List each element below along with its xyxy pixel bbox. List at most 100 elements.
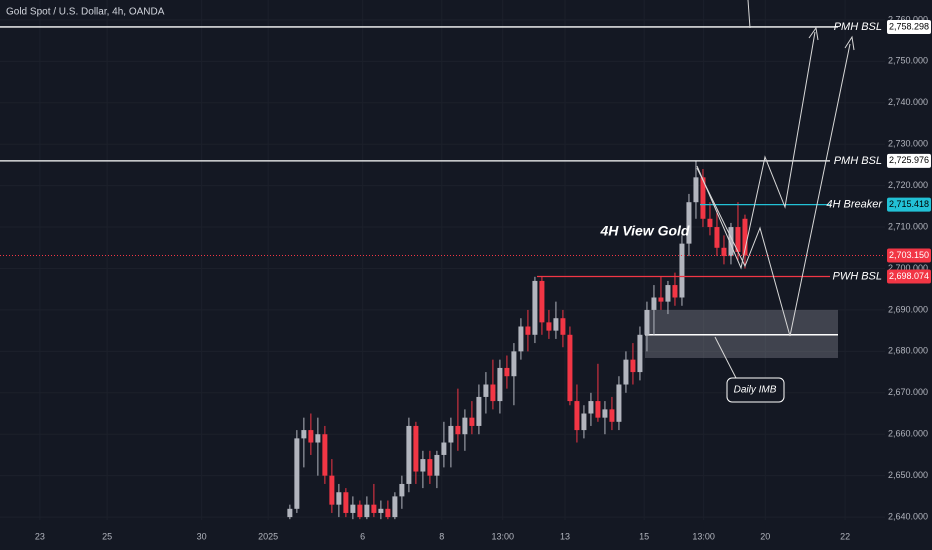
candle-body [476,396,482,426]
zone-label: Daily IMB [734,385,777,396]
candle-body [546,322,552,331]
time-axis [0,520,885,550]
candle-body [336,492,342,505]
candle-body [448,425,454,443]
projection-path [696,31,816,270]
x-tick-label: 2025 [258,531,278,541]
price-tag [887,269,931,284]
candle-body [623,359,629,385]
y-tick-label: 2,730.000 [888,139,928,149]
price-tag-label: 2,758.298 [889,21,929,31]
candle-body [574,401,580,431]
candle-body [672,285,678,298]
candle-body [658,297,664,302]
callout-pointer [714,336,737,379]
price-tag [887,197,931,212]
arrow-head [808,26,819,41]
candle-body [728,227,734,257]
candle-body [329,475,335,505]
candle-body [651,297,657,310]
projection-path [696,43,851,337]
candle-body [490,384,496,402]
candle-body [560,318,566,335]
x-tick-label: 30 [197,531,207,541]
candle-body [553,318,559,331]
candle-body [735,227,741,252]
candle-body [497,367,503,402]
candle-body [581,413,587,431]
vertical-drawing [747,0,751,29]
chart-title: Gold Spot / U.S. Dollar, 4h, OANDA [6,7,165,18]
candle-body [707,218,713,228]
candle-body [462,417,468,435]
y-tick-label: 2,650.000 [888,470,928,480]
level-label: PWH BSL [832,270,882,282]
y-tick-label: 2,760.000 [888,14,928,24]
arrow-head [844,35,855,51]
candle-body [511,351,517,377]
candle-body [602,409,608,418]
y-tick-label: 2,720.000 [888,180,928,190]
candle-body [371,504,377,513]
levels: PMH BSL PMH BSL 4H Breaker PWH BSL [0,21,885,282]
candle-body [364,504,370,518]
candle-body [392,496,398,518]
candle-body [539,280,545,323]
candle-body [588,401,594,414]
y-tick-label: 2,680.000 [888,346,928,356]
annotation: 4H View Gold [600,223,690,239]
candle-body [714,227,720,248]
candle-body [700,177,706,219]
candle-body [525,326,531,335]
y-tick-label: 2,740.000 [888,97,928,107]
candle-body [406,425,412,484]
y-tick-label: 2,640.000 [888,511,928,521]
x-tick-label: 25 [102,531,112,541]
candle-body [665,285,671,302]
candle-body [378,508,384,513]
level-label: 4H Breaker [826,199,883,211]
x-tick-label: 22 [840,531,850,541]
candle-body [637,334,643,373]
candle-body [469,417,475,426]
candle-body [308,430,314,443]
candle-body [609,409,615,422]
x-tick-label: 13:00 [491,531,514,541]
price-tag [887,153,931,168]
candle-body [686,202,692,244]
level-label: PMH BSL [834,155,882,167]
candle-body [385,508,391,518]
axes: 2,640.000 2,650.000 2,660.000 2,670.000 2,68… [35,14,931,541]
price-tag [887,248,931,263]
candle-body [427,459,433,476]
price-tag-label: 2,715.418 [889,199,929,209]
x-tick-label: 20 [760,531,770,541]
candle-body [343,492,349,513]
candle-body [504,367,510,377]
candle-body [742,218,748,256]
candle-body [294,438,300,509]
candle-body [357,504,363,518]
price-tag [887,19,931,34]
candle-body [441,442,447,455]
candle-body [455,425,461,435]
candle-body [532,280,538,335]
x-tick-label: 8 [439,531,444,541]
grid [0,0,885,520]
candles [287,160,748,520]
candle-body [595,401,601,418]
candle-body [420,459,426,472]
x-tick-label: 13 [560,531,570,541]
candle-body [644,309,650,335]
x-tick-label: 13:00 [692,531,715,541]
y-tick-label: 2,750.000 [888,56,928,66]
candle-body [630,359,636,373]
x-tick-label: 15 [639,531,649,541]
level-label: PMH BSL [834,21,882,33]
imbalance-zone [645,309,838,358]
price-tag-label: 2,725.976 [889,155,929,165]
candle-body [315,434,321,443]
candle-body [322,434,328,476]
